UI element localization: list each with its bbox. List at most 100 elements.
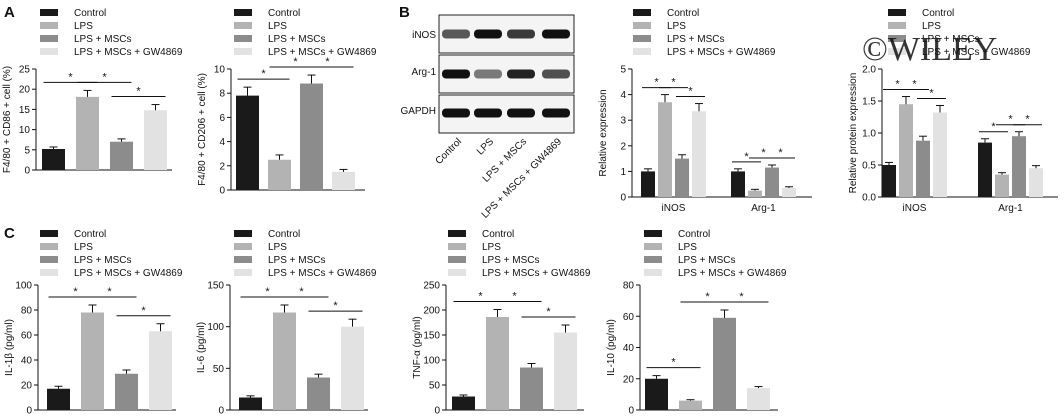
y-tick-label: 50 [429, 381, 441, 392]
legend-swatch [40, 22, 58, 29]
significance-star: * [991, 121, 996, 133]
panel-letter-a: A [4, 4, 15, 21]
y-axis-title: Relative expression [598, 89, 609, 176]
y-tick-label: 100 [207, 322, 224, 333]
legend-label: LPS + MSCs [678, 255, 736, 266]
y-axis-title: IL-1β (pg/ml) [4, 319, 15, 376]
y-tick-label: 20 [19, 85, 31, 96]
y-tick-label: 60 [623, 312, 635, 323]
significance-star: * [895, 79, 900, 91]
bar [47, 388, 70, 410]
significance-star: * [654, 77, 659, 89]
significance-star: * [325, 56, 330, 68]
blot-band [542, 29, 570, 39]
significance-star: * [333, 300, 338, 312]
legend-swatch [644, 243, 662, 250]
legend-swatch [633, 48, 651, 55]
legend-label: LPS [268, 21, 287, 32]
chart-b1: 0 1 2 3 4 5 Relative expression * * * iNOS * * * Arg-1 [598, 65, 812, 214]
y-tick-label: 2 [620, 141, 626, 152]
panel-letter-c: C [4, 225, 15, 242]
chart-a2: 0 2 4 6 8 10 F4/80 + CD206 + cell (%) * * * [197, 56, 365, 197]
bar [76, 96, 99, 170]
legend: Control LPS LPS + MSCs LPS + MSCs + GW4869 [234, 229, 377, 279]
legend-label: Control [74, 8, 106, 19]
chart-c3: 0 50 100 150 200 250 TNF-α (pg/ml) * * * [412, 281, 584, 417]
y-axis-title: Relative protein expression [848, 73, 859, 194]
legend-label: LPS [667, 21, 686, 32]
significance-star: * [299, 286, 304, 298]
legend-swatch [40, 48, 58, 55]
legend-label: Control [268, 8, 300, 19]
legend-swatch [40, 35, 58, 42]
blot-band [474, 108, 502, 118]
chart-a1: 0 5 10 15 20 25 F4/80 + CD86 + cell (%) * * * [2, 65, 172, 177]
x-tick-label: Arg-1 [751, 203, 776, 214]
legend-label: LPS + MSCs [74, 255, 132, 266]
legend-label: LPS [268, 242, 287, 253]
legend-swatch [40, 9, 58, 16]
legend-swatch [888, 48, 906, 55]
blot-band [507, 29, 535, 39]
bar [273, 312, 296, 410]
chart-c4: 0 20 40 60 80 IL-10 (pg/ml) * * * [606, 281, 778, 417]
bar [782, 188, 796, 197]
lane-label: LPS [475, 136, 496, 157]
legend: Control LPS LPS + MSCs LPS + MSCs + GW4869 [633, 8, 776, 58]
legend-label: LPS + MSCs + GW4869 [74, 268, 183, 279]
bar [645, 378, 668, 410]
y-tick-label: 150 [423, 331, 440, 342]
bar [239, 397, 262, 410]
y-axis-title: F4/80 + CD86 + cell (%) [2, 66, 13, 173]
y-axis-title: IL-6 (pg/ml) [196, 322, 207, 373]
bar [236, 95, 259, 190]
significance-star: * [512, 291, 517, 303]
y-tick-label: 0.5 [862, 161, 876, 172]
legend-label: LPS [74, 242, 93, 253]
legend-swatch [40, 230, 58, 237]
bar [268, 159, 291, 190]
legend-label: LPS + MSCs [482, 255, 540, 266]
blot-band [542, 108, 570, 118]
y-tick-label: 2.0 [862, 65, 876, 76]
blot-label-gapdh: GAPDH [400, 106, 436, 117]
y-tick-label: 20 [623, 374, 635, 385]
legend-swatch [40, 256, 58, 263]
legend-label: Control [678, 229, 710, 240]
bar [641, 171, 655, 197]
y-tick-label: 150 [207, 281, 224, 292]
y-tick-label: 40 [21, 356, 33, 367]
significance-star: * [141, 305, 146, 317]
blot-band [442, 29, 470, 39]
legend-swatch [234, 22, 252, 29]
blot-band [442, 108, 470, 118]
bar [765, 167, 779, 197]
significance-star: * [744, 151, 749, 163]
bar [747, 388, 770, 410]
y-tick-label: 1.0 [862, 129, 876, 140]
y-tick-label: 2 [219, 161, 225, 172]
y-tick-label: 0 [434, 406, 440, 417]
significance-star: * [265, 286, 270, 298]
bar [300, 83, 323, 190]
bar [341, 326, 364, 410]
bar [144, 110, 167, 170]
chart-c2: 0 50 100 150 IL-6 (pg/ml) * * * [196, 281, 368, 417]
bar [748, 190, 762, 197]
blot-band [542, 69, 570, 79]
bar [452, 396, 475, 410]
significance-star: * [546, 306, 551, 318]
legend-label: LPS + MSCs + GW4869 [667, 47, 776, 58]
bar [692, 111, 706, 197]
y-tick-label: 50 [213, 364, 225, 375]
legend-swatch [633, 22, 651, 29]
significance-star: * [688, 86, 693, 98]
wiley-watermark: ©WILEY [862, 31, 997, 68]
legend-swatch [888, 9, 906, 16]
legend-label: LPS [922, 21, 941, 32]
bar [882, 165, 896, 197]
bar [1029, 168, 1043, 197]
significance-star: * [739, 291, 744, 303]
